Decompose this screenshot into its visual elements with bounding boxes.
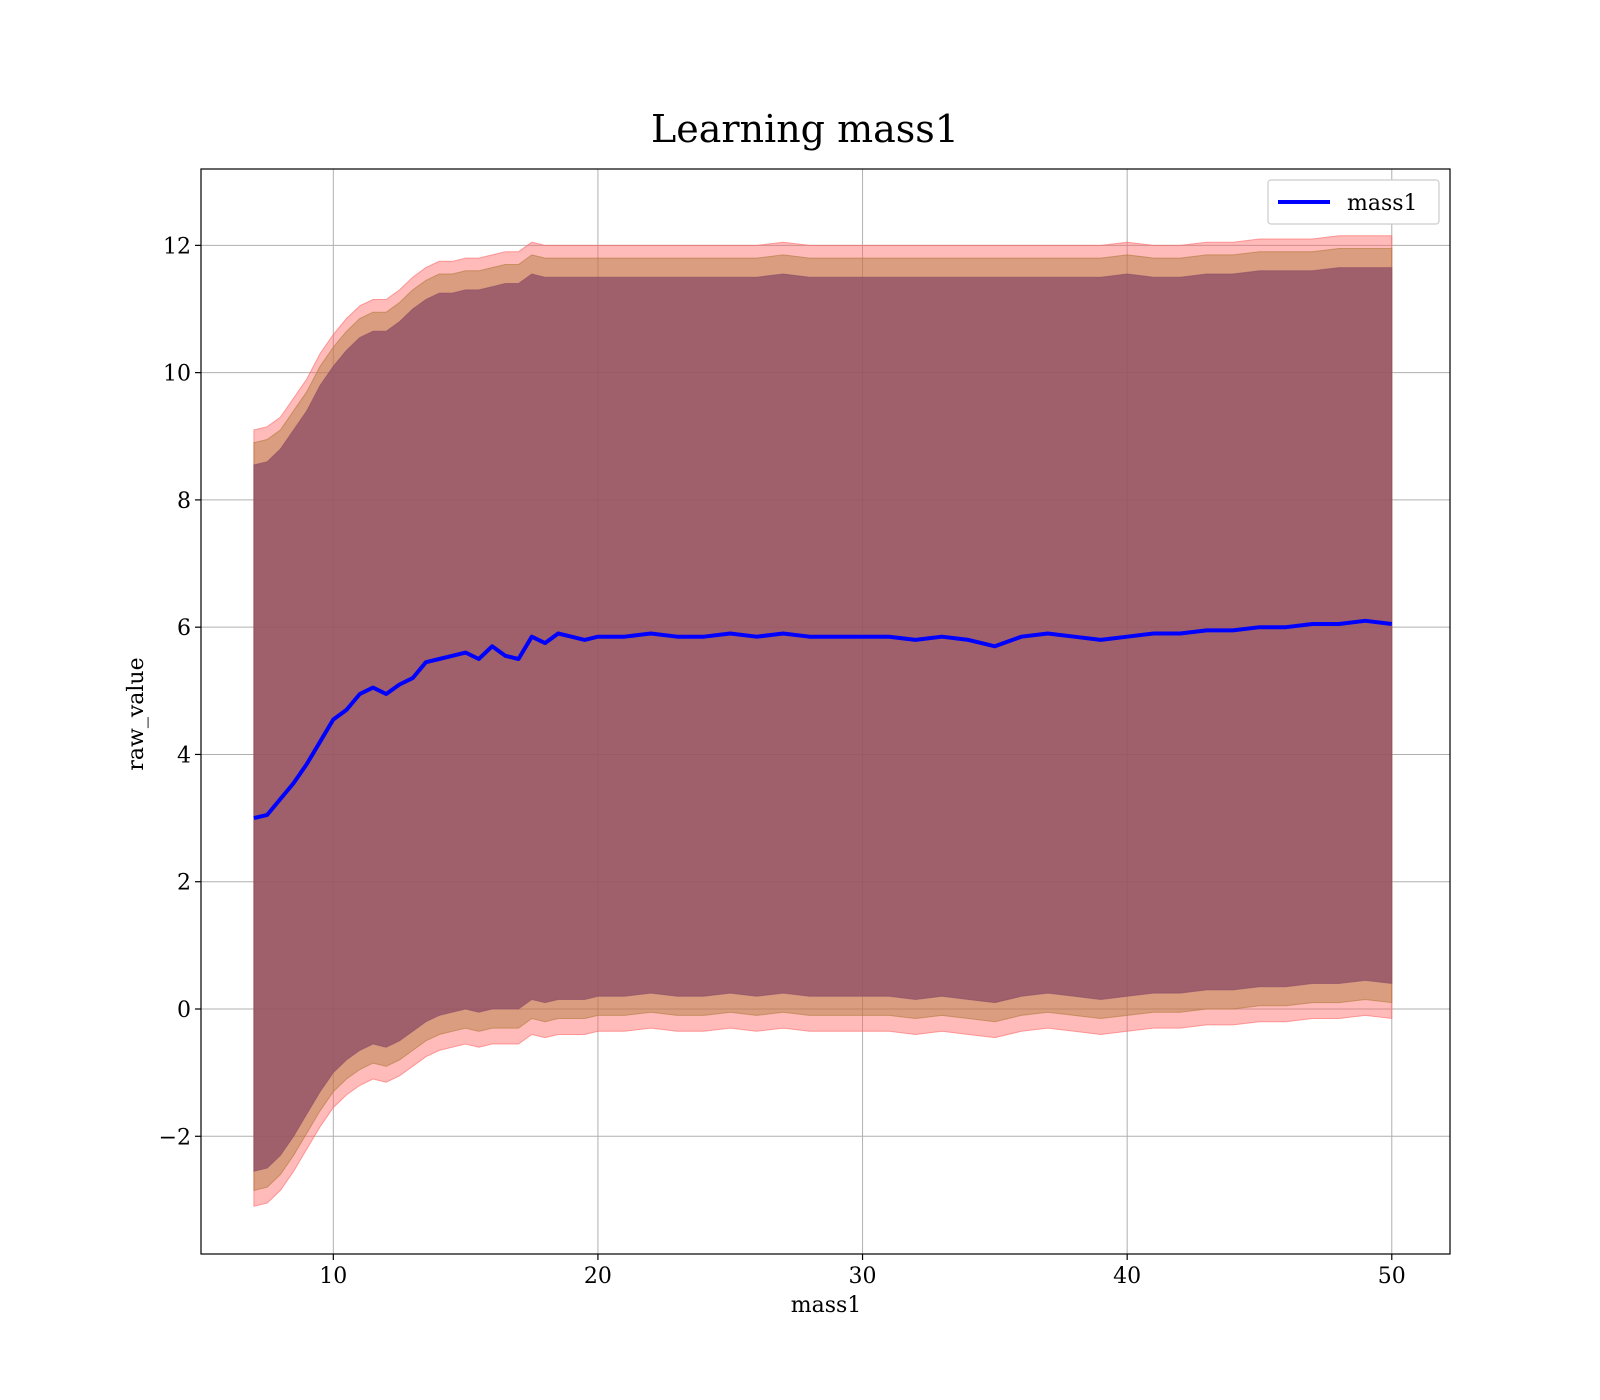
legend: mass1 [1267,179,1440,225]
y-tick-label-5: 8 [177,489,191,514]
x-tick-label-1: 20 [584,1264,612,1289]
y-tick-label-6: 10 [163,362,191,387]
x-tick-label-0: 10 [319,1264,347,1289]
plot-frame [200,168,1451,1255]
y-tick-label-4: 6 [177,616,191,641]
y-tick-label-2: 2 [177,871,191,896]
x-tick-label-2: 30 [849,1264,877,1289]
y-tick-label-7: 12 [163,234,191,259]
chart-title: Learning mass1 [651,107,959,151]
band-2 [253,267,1393,1172]
x-tick-label-4: 50 [1378,1264,1406,1289]
legend-box [1267,179,1440,225]
x-axis-label: mass1 [791,1293,862,1318]
x-tick-label-3: 40 [1113,1264,1141,1289]
y-tick-label-0: −2 [159,1125,191,1150]
y-tick-label-3: 4 [177,743,191,768]
y-tick-label-1: 0 [177,998,191,1023]
y-axis-label: raw_value [124,657,149,770]
legend-label-mass1: mass1 [1347,191,1418,216]
